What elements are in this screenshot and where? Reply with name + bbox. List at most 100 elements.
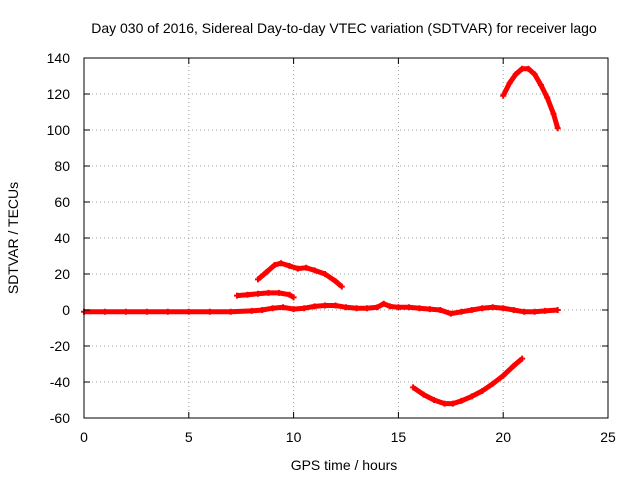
data-point <box>458 397 465 404</box>
data-point <box>374 304 381 311</box>
data-point <box>531 71 538 78</box>
data-point <box>206 308 213 315</box>
data-point <box>519 355 526 362</box>
plot-frame <box>83 57 609 419</box>
data-point <box>185 308 192 315</box>
data-point <box>286 291 293 298</box>
data-point <box>343 304 349 311</box>
y-tick-label: 80 <box>54 158 70 174</box>
data-point <box>265 289 272 296</box>
data-point <box>322 271 328 277</box>
data-point <box>332 302 339 309</box>
x-tick-labels: 0 5 10 15 20 25 <box>80 429 616 445</box>
data-point <box>500 305 507 312</box>
x-tick-label: 5 <box>185 429 193 445</box>
data-point <box>410 384 417 391</box>
data-point <box>441 400 448 407</box>
data-point <box>122 308 129 315</box>
data-point <box>364 305 370 312</box>
data-point <box>263 269 270 276</box>
data-point <box>489 304 496 311</box>
data-point <box>311 267 318 274</box>
data-point <box>301 305 308 312</box>
data-point <box>447 310 454 317</box>
data-point <box>437 307 444 313</box>
data-point <box>271 262 278 268</box>
data-point <box>290 294 297 301</box>
y-tick-label: 120 <box>47 86 71 102</box>
y-tick-label: 100 <box>47 122 71 138</box>
data-point <box>416 305 423 312</box>
y-tick-label: 60 <box>54 194 70 210</box>
x-tick-label: 0 <box>80 429 88 445</box>
data-point <box>510 307 517 313</box>
data-point <box>303 264 310 271</box>
y-tick-label: 0 <box>62 302 70 318</box>
data-point <box>338 283 345 290</box>
data-point <box>544 94 551 101</box>
data-point <box>294 265 301 272</box>
data-point <box>479 388 486 394</box>
data-point <box>525 65 532 72</box>
y-tick-label: -20 <box>50 338 70 354</box>
x-tick-label: 15 <box>391 429 407 445</box>
y-tick-label: -60 <box>50 410 70 426</box>
data-point <box>431 397 437 403</box>
data-point <box>269 305 276 312</box>
data-point <box>554 307 561 313</box>
data-point <box>489 380 496 387</box>
data-point <box>395 304 402 311</box>
data-point <box>248 307 255 314</box>
data-point <box>521 308 528 315</box>
data-point <box>458 308 465 315</box>
data-point <box>311 303 318 310</box>
x-tick-label: 25 <box>600 429 616 445</box>
data-point <box>255 276 261 283</box>
data-point <box>426 306 433 313</box>
data-point <box>550 110 557 117</box>
series-baseline <box>84 301 558 317</box>
data-point <box>255 290 261 297</box>
data-point <box>449 400 456 407</box>
data-point <box>322 302 328 309</box>
y-tick-label: -40 <box>50 374 70 390</box>
axis-ticks <box>83 57 609 419</box>
data-point <box>479 305 486 312</box>
y-tick-label: 20 <box>54 266 70 282</box>
y-axis-title: SDTVAR / TECUs <box>5 182 21 294</box>
data-point <box>278 260 284 267</box>
data-point <box>468 393 475 400</box>
data-point <box>531 308 538 315</box>
data-point <box>286 262 293 269</box>
data-point <box>143 308 150 315</box>
data-point <box>164 308 171 315</box>
data-point <box>275 289 282 296</box>
data-point <box>554 125 561 132</box>
grid-lines <box>84 58 608 418</box>
data-point <box>227 308 234 315</box>
data-point <box>405 304 412 311</box>
data-point <box>519 65 526 72</box>
data-point <box>500 92 507 99</box>
series-segment-4 <box>500 66 561 129</box>
data-point <box>234 292 240 299</box>
data-point <box>510 362 517 369</box>
data-point <box>380 300 387 307</box>
data-point <box>387 303 393 310</box>
data-point <box>244 291 251 298</box>
data-point <box>542 307 549 314</box>
data-point <box>290 306 297 313</box>
data-point <box>353 305 360 312</box>
series-segment-2 <box>256 260 344 289</box>
data-point <box>420 391 427 398</box>
data-point <box>506 80 513 87</box>
y-tick-label: 40 <box>54 230 70 246</box>
data-series <box>81 65 561 407</box>
chart-title: Day 030 of 2016, Sidereal Day-to-day VTE… <box>91 20 597 36</box>
data-point <box>259 307 266 313</box>
data-point <box>102 308 108 315</box>
data-point <box>468 307 475 313</box>
y-tick-label: 140 <box>47 50 71 66</box>
data-point <box>500 372 507 379</box>
